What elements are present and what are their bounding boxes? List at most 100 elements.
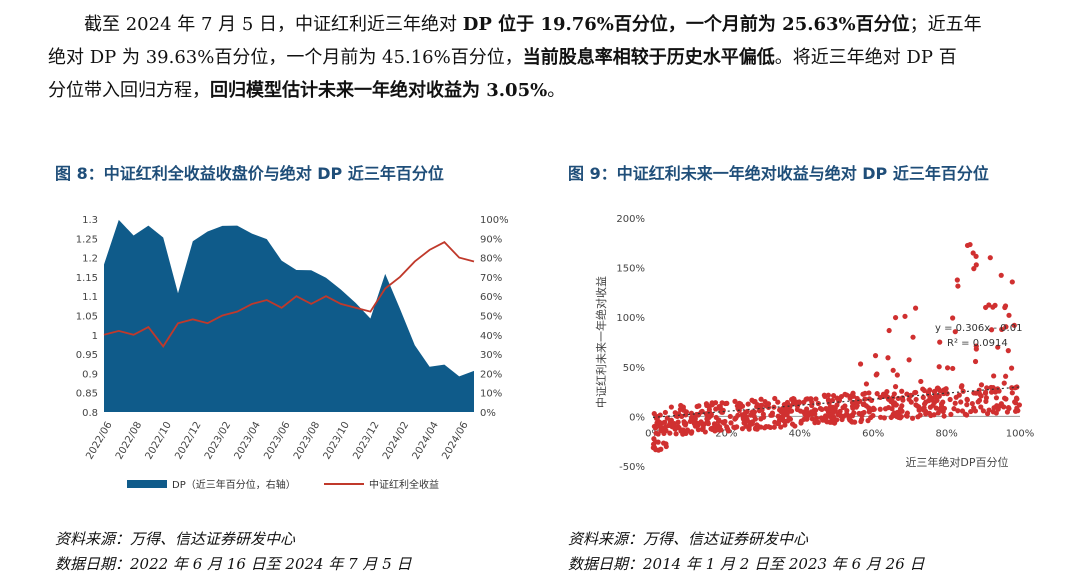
scatter-point [950,365,956,372]
scatter-point [823,418,829,424]
legend-swatch-dp [127,480,167,488]
right-axis-tick-label: 100% [480,215,509,226]
scatter-point [1001,380,1007,386]
scatter-point [1016,402,1023,408]
legend-label-dp: DP（近三年百分位，右轴） [172,478,296,491]
scatter-point [1009,390,1015,396]
scatter-point [988,327,995,333]
scatter-point [925,390,931,396]
scatter-point [894,372,900,378]
scatter-point [698,419,704,425]
scatter-point [772,395,778,402]
scatter-point [935,385,941,391]
x-axis-tick-label: 2024/06 [440,420,470,461]
scatter-point [950,315,956,321]
body-paragraph: 截至 2024 年 7 月 5 日，中证红利近三年绝对 DP 位于 19.76%… [48,8,1048,107]
y-axis-tick-label: -50% [619,462,645,473]
scatter-point [990,304,996,310]
scatter-point [892,314,899,321]
right-axis-tick-label: 80% [480,254,502,265]
left-axis-tick-label: 1 [92,331,98,342]
scatter-point [998,272,1004,278]
scatter-point [888,414,894,421]
scatter-point [713,414,719,421]
scatter-point [735,412,741,418]
scatter-point [1011,322,1017,328]
scatter-point [689,429,695,435]
x-axis-tick-label: 2023/04 [233,420,263,461]
scatter-point [668,404,674,410]
scatter-point [910,334,916,340]
scatter-point [801,399,807,405]
scatter-point [754,422,760,428]
scatter-point [717,405,723,411]
scatter-point [775,399,781,405]
left-axis-tick-label: 1.1 [82,292,98,303]
scatter-point [804,409,810,416]
scatter-point [973,343,979,349]
scatter-point [892,384,899,390]
scatter-point [831,417,838,424]
scatter-point [972,358,979,365]
scatter-point [732,398,738,404]
scatter-point [987,255,993,261]
scatter-point [904,391,910,397]
scatter-point [937,407,943,413]
scatter-point [878,414,884,420]
scatter-point [1003,324,1009,330]
x-axis-tick-label: 100% [1006,428,1035,439]
scatter-point [677,406,683,413]
dp-percentile-area [104,219,474,412]
scatter-point [703,411,709,417]
right-axis-tick-label: 70% [480,273,502,284]
scatter-point [1002,304,1008,311]
left-axis-tick-label: 1.25 [76,234,98,245]
right-axis-tick-label: 20% [480,369,502,380]
left-axis-tick-label: 0.9 [82,369,98,380]
scatter-point [846,416,852,422]
scatter-point [818,415,825,421]
scatter-point [909,415,916,421]
scatter-point [775,420,782,426]
scatter-point [968,408,974,415]
scatter-point [746,424,752,430]
x-axis-tick-label: 2023/08 [292,420,322,461]
scatter-point [827,404,833,410]
scatter-point [842,391,848,397]
scatter-point [884,389,890,395]
scatter-point [904,410,910,416]
scatter-point [650,441,657,447]
scatter-point [798,418,804,424]
scatter-point [920,394,926,401]
scatter-point [739,403,746,409]
scatter-point [980,408,986,414]
scatter-point [936,364,942,370]
scatter-point [873,372,879,378]
scatter-point [666,422,672,429]
scatter-point [984,411,991,417]
scatter-point [940,399,946,405]
right-axis-tick-label: 10% [480,389,502,400]
figure-9-title: 图 9：中证红利未来一年绝对收益与绝对 DP 近三年百分位 [568,164,989,183]
figure-8-date-text: 数据日期：2022 年 6 月 16 日至 2024 年 7 月 5 日 [55,555,412,573]
scatter-point [995,344,1001,350]
scatter-point [664,415,670,421]
scatter-point [863,381,870,387]
scatter-point [758,396,764,402]
scatter-point [931,412,937,418]
scatter-point [667,430,673,436]
right-axis-tick-label: 30% [480,350,502,361]
scatter-point [970,250,976,256]
scatter-point [710,426,716,432]
scatter-point [955,283,961,289]
paragraph-run: 。将近三年绝对 DP 百 [774,47,957,68]
x-axis-tick-label: 60% [862,428,884,439]
scatter-point [923,410,929,416]
scatter-point [791,396,797,402]
paragraph-run: ；近五年 [909,14,982,35]
scatter-point [969,400,975,407]
scatter-point [771,424,777,430]
scatter-point [788,408,795,414]
scatter-point [862,390,868,396]
scatter-point [834,395,840,401]
